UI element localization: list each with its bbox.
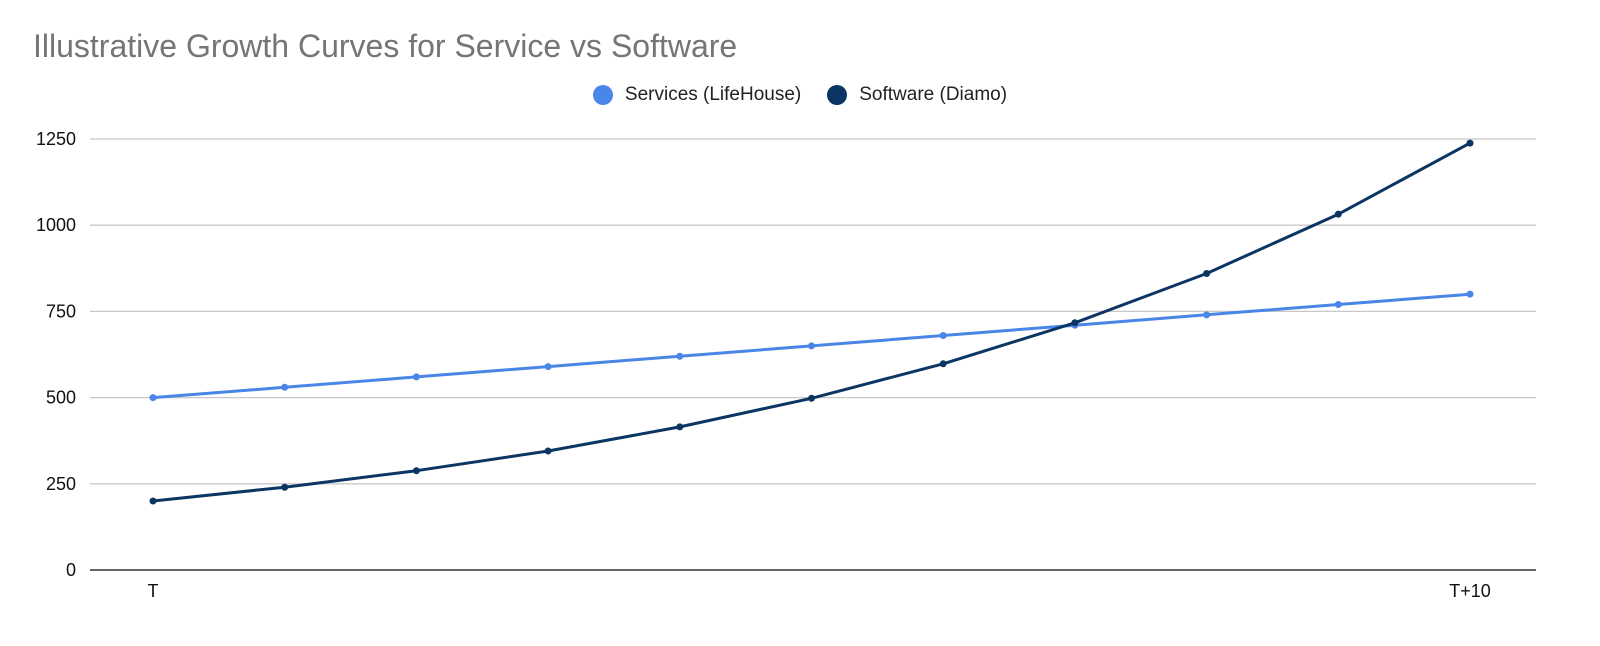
data-point-series-0 [1466,290,1474,298]
chart-title: Illustrative Growth Curves for Service v… [33,28,738,64]
legend-swatch-services [592,85,613,105]
data-point-series-0 [1334,301,1342,309]
data-point-series-1 [808,394,815,402]
data-point-series-0 [281,383,289,391]
data-point-series-0 [939,332,947,340]
data-point-series-1 [1466,139,1474,147]
legend-item-software[interactable]: Software (Diamo) [827,84,1007,106]
legend-label-services: Services (LifeHouse) [624,84,802,105]
legend-swatch-software [827,85,848,105]
y-tick-label: 750 [46,301,76,321]
data-point-series-0 [544,363,552,371]
data-point-series-1 [1071,319,1079,327]
data-point-series-1 [1203,269,1211,277]
data-point-series-0 [808,342,815,350]
data-point-series-1 [939,360,947,368]
data-point-series-0 [149,394,157,402]
data-point-series-1 [281,483,289,491]
x-tick-label: T+10 [1449,581,1491,601]
data-point-series-1 [412,467,420,475]
y-tick-label: 1250 [36,129,76,149]
chart-legend: Services (LifeHouse) Software (Diamo) [0,84,1600,106]
data-point-series-0 [1203,311,1211,319]
data-point-series-0 [412,373,420,381]
data-point-series-1 [1334,210,1342,218]
y-tick-label: 250 [46,474,76,494]
y-tick-label: 0 [66,560,76,580]
y-tick-label: 1000 [36,215,76,235]
legend-label-software: Software (Diamo) [859,84,1008,105]
legend-item-services[interactable]: Services (LifeHouse) [592,84,802,106]
y-tick-label: 500 [46,388,76,408]
series-line-1 [151,141,1472,503]
data-point-series-1 [149,497,157,505]
data-point-series-0 [676,352,684,360]
data-point-series-1 [544,447,552,455]
x-tick-label: T [148,581,159,601]
data-point-series-1 [676,423,684,431]
